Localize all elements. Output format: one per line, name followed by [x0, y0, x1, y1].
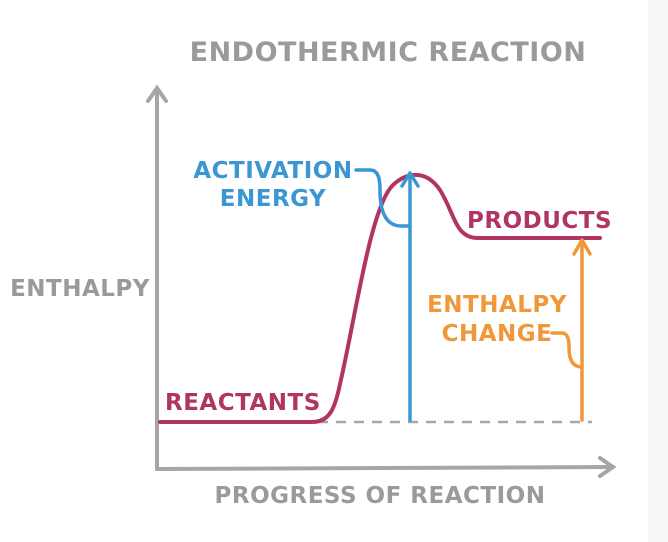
activation-energy-label-line1: ACTIVATION — [193, 158, 352, 184]
x-axis-arrowhead — [598, 456, 617, 478]
x-axis-label: PROGRESS OF REACTION — [215, 483, 546, 509]
enthalpy-change-label-line1: ENTHALPY — [427, 292, 567, 318]
activation-energy-label-line2: ENERGY — [220, 186, 326, 212]
products-label: PRODUCTS — [467, 208, 612, 234]
energy-profile-diagram: ENDOTHERMIC REACTION ENTHALPY PROGRESS O… — [10, 37, 617, 509]
side-strip — [648, 0, 668, 542]
enthalpy-change-connector — [550, 331, 584, 369]
x-axis — [155, 465, 613, 471]
reaction-curve — [158, 172, 602, 424]
enthalpy-change-arrow — [550, 238, 592, 422]
y-axis-label: ENTHALPY — [10, 276, 150, 302]
axes — [146, 84, 617, 478]
enthalpy-change-label-line2: CHANGE — [442, 321, 553, 347]
reactants-label: REACTANTS — [165, 390, 321, 416]
activation-energy-arrow — [354, 168, 420, 422]
activation-energy-connector — [354, 168, 412, 228]
y-axis-arrowhead — [146, 84, 168, 103]
diagram-title: ENDOTHERMIC REACTION — [190, 37, 587, 68]
